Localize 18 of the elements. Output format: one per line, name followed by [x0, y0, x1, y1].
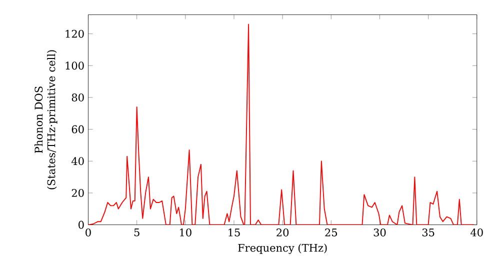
x-tick-label: 15 [228, 228, 240, 236]
x-tick-label: 25 [325, 228, 338, 236]
y-tick-label: 20 [72, 188, 84, 197]
x-tick-label: 5 [134, 228, 140, 236]
y-tick-label: 0 [78, 220, 84, 229]
y-tick-label: 120 [66, 30, 84, 38]
x-tick-label: 10 [180, 228, 192, 236]
y-tick-label: 80 [72, 93, 84, 102]
x-tick-label: 30 [374, 228, 386, 236]
y-axis-title: Phonon DOS (States/THz·primitive cell) [34, 50, 58, 190]
x-axis-title: Frequency (THz) [238, 243, 327, 254]
x-tick-label: 40 [470, 228, 483, 236]
x-tick-label: 0 [86, 228, 91, 236]
y-tick-label: 100 [66, 61, 84, 70]
x-tick-label: 20 [276, 228, 289, 236]
x-tick-label: 35 [422, 228, 434, 236]
y-tick-label: 40 [71, 156, 84, 165]
y-tick-label: 60 [72, 125, 84, 134]
